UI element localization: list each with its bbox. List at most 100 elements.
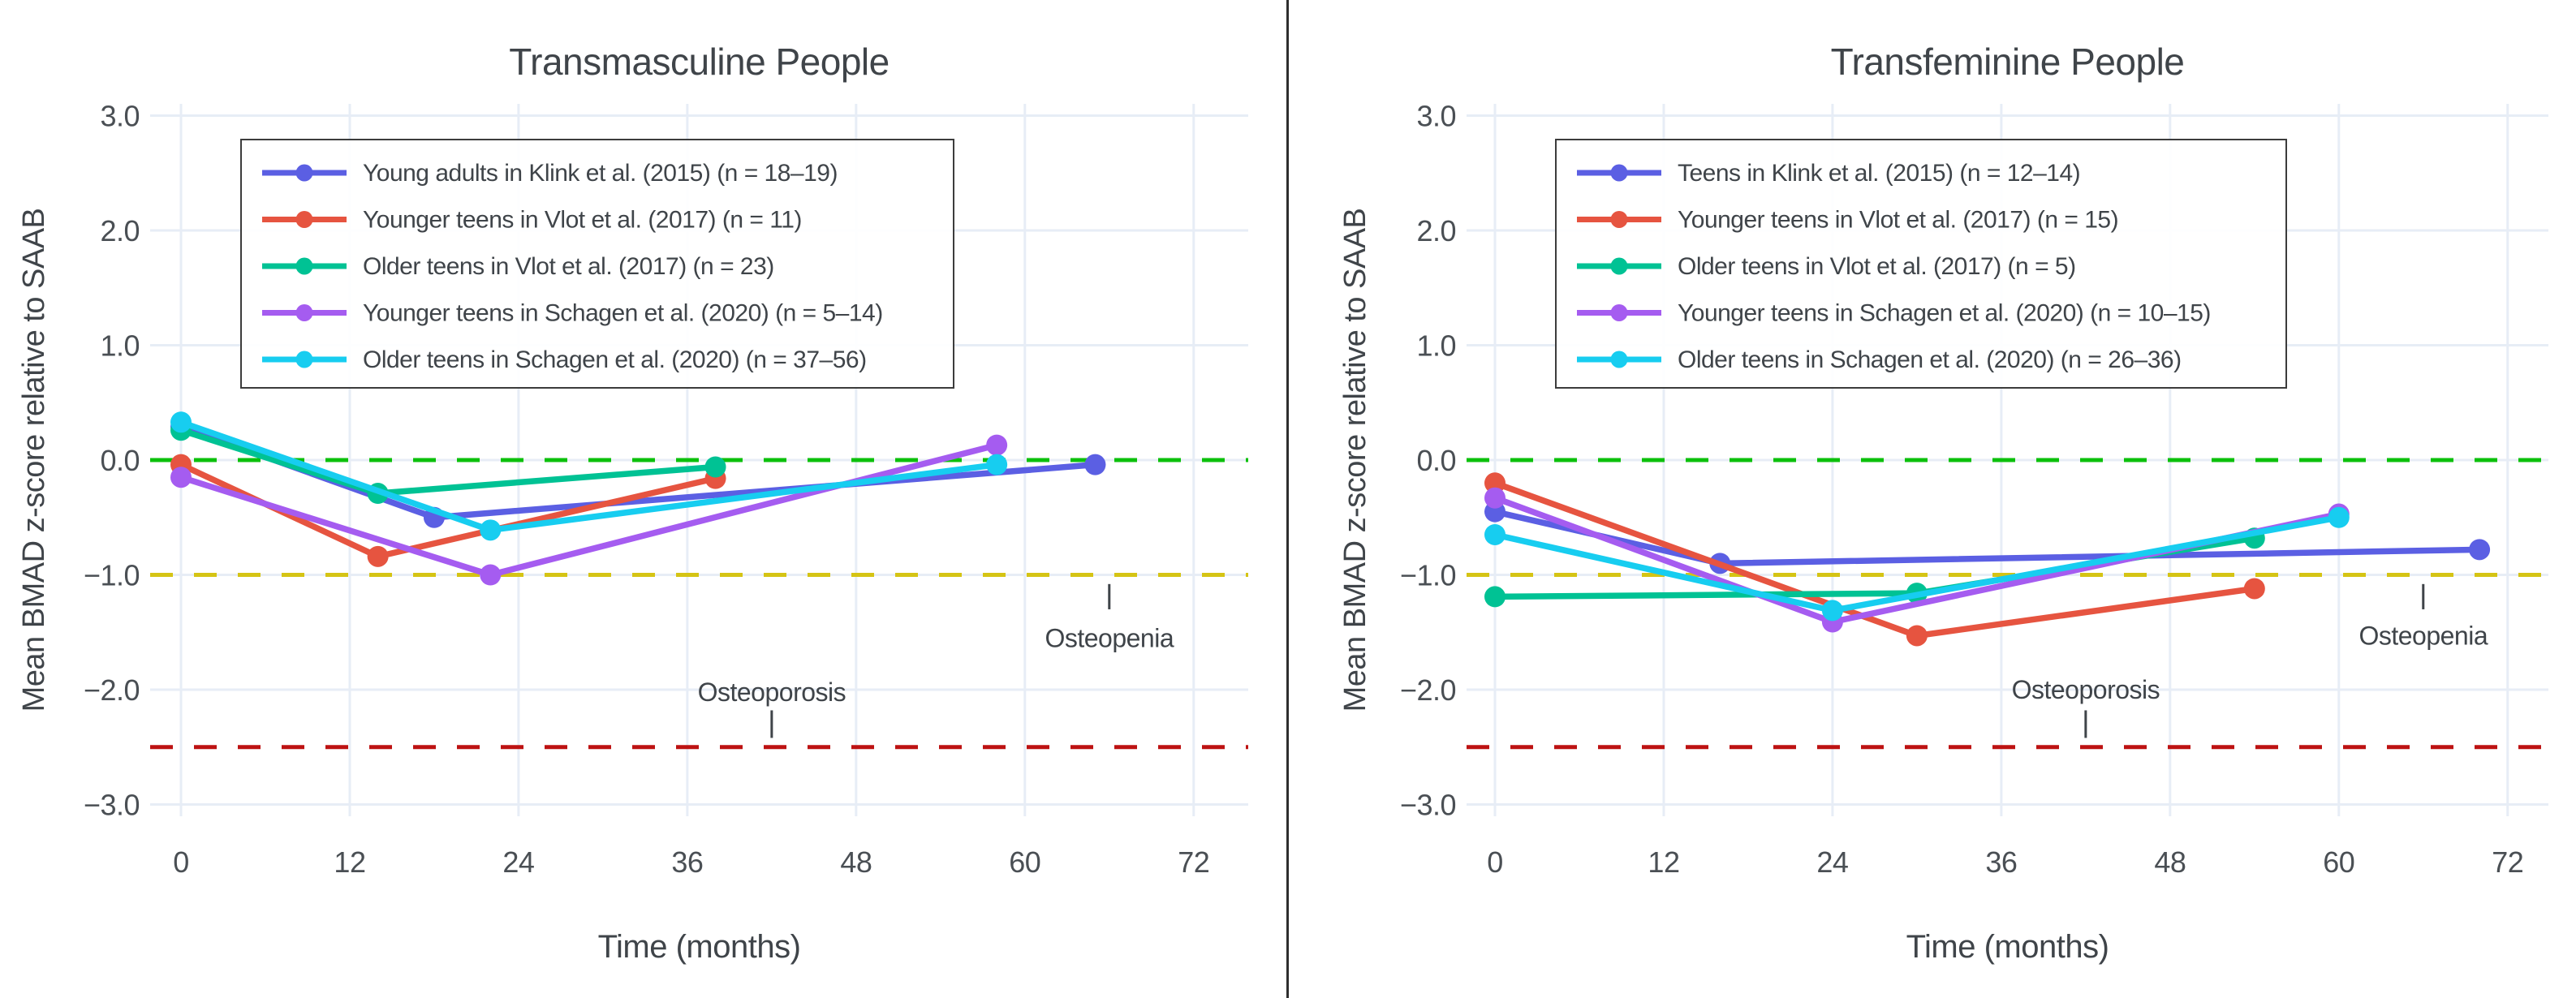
data-point-schagen-older — [1484, 523, 1506, 545]
legend-box — [240, 139, 954, 389]
legend-marker-klink — [1610, 164, 1628, 182]
legend-marker-schagen-younger — [295, 304, 313, 321]
data-point-schagen-younger — [986, 434, 1008, 456]
y-tick-label: −3.0 — [84, 789, 140, 822]
legend-item-schagen-younger[interactable]: Younger teens in Schagen et al. (2020) (… — [1577, 300, 2211, 327]
transmasculine-panel: Osteoporosis Osteopenia 0 12 24 36 48 60 72 3.0 2.… — [17, 41, 1248, 965]
legend-box — [1555, 139, 2287, 389]
legend-marker-vlot-older — [1610, 257, 1628, 275]
data-point-klink — [1084, 454, 1106, 475]
panel-title: Transmasculine People — [509, 41, 889, 83]
legend-label: Older teens in Schagen et al. (2020) (n … — [363, 346, 867, 373]
data-point-vlot-older — [1484, 586, 1506, 608]
legend-marker-schagen-younger — [1610, 304, 1628, 321]
legend-marker-schagen-older — [295, 351, 313, 368]
x-tick-label: 60 — [1009, 845, 1040, 879]
data-point-schagen-older — [1821, 600, 1843, 622]
x-axis-title: Time (months) — [598, 929, 801, 965]
data-point-vlot-younger — [1484, 472, 1506, 494]
y-tick-label: 0.0 — [1416, 444, 1456, 477]
legend-label: Younger teens in Schagen et al. (2020) (… — [363, 300, 883, 327]
panel-title: Transfeminine People — [1831, 41, 2185, 83]
legend-marker-klink — [295, 164, 313, 182]
legend: Teens in Klink et al. (2015) (n = 12–14)… — [1555, 139, 2287, 389]
y-tick-label: −3.0 — [1400, 789, 1456, 822]
y-tick-label: 1.0 — [1416, 329, 1456, 363]
legend-item-vlot-younger[interactable]: Younger teens in Vlot et al. (2017) (n =… — [1577, 207, 2119, 234]
legend-item-schagen-younger[interactable]: Younger teens in Schagen et al. (2020) (… — [262, 300, 883, 327]
legend-item-schagen-older[interactable]: Older teens in Schagen et al. (2020) (n … — [262, 346, 867, 373]
data-point-schagen-older — [986, 454, 1008, 475]
y-tick-label: 3.0 — [1416, 100, 1456, 133]
y-tick-label: 2.0 — [100, 214, 140, 247]
y-tick-label: −2.0 — [1400, 673, 1456, 707]
x-tick-label: 12 — [334, 845, 365, 879]
annotation-label-osteoporosis: Osteoporosis — [2012, 675, 2160, 704]
legend-marker-vlot-older — [295, 257, 313, 275]
y-tick-label: 0.0 — [100, 444, 140, 477]
legend-label: Young adults in Klink et al. (2015) (n =… — [363, 160, 838, 187]
y-tick-label: −1.0 — [1400, 559, 1456, 592]
series-line-vlot-older — [1492, 535, 2258, 600]
data-point-vlot-younger — [1906, 625, 1928, 647]
data-point-schagen-younger — [170, 467, 192, 488]
panel-divider — [1286, 0, 1289, 998]
x-tick-label: 36 — [1985, 845, 2017, 879]
data-point-vlot-younger — [2243, 578, 2265, 600]
series-schagen-older — [1484, 506, 2350, 622]
legend-label: Older teens in Schagen et al. (2020) (n … — [1678, 346, 2182, 373]
annotation-label-osteoporosis: Osteoporosis — [698, 678, 846, 707]
y-axis-title: Mean BMAD z-score relative to SAAB — [17, 209, 51, 712]
legend-item-vlot-older[interactable]: Older teens in Vlot et al. (2017) (n = 5… — [1577, 253, 2076, 280]
transfeminine-panel: Osteoporosis Osteopenia 0 12 24 36 48 60 72 3.0 2.… — [1288, 0, 2576, 998]
x-tick-label: 24 — [1816, 845, 1848, 879]
data-point-schagen-older — [2328, 506, 2350, 528]
x-tick-label: 48 — [2154, 845, 2186, 879]
annotation-label-osteopenia: Osteopenia — [1045, 623, 1174, 652]
y-tick-label: 3.0 — [100, 100, 140, 133]
legend-label: Younger teens in Schagen et al. (2020) (… — [1678, 300, 2211, 327]
data-point-vlot-older — [704, 456, 726, 478]
x-tick-label: 36 — [671, 845, 703, 879]
x-axis-title: Time (months) — [1906, 929, 2109, 965]
x-tick-label: 0 — [173, 845, 189, 879]
legend-item-vlot-older[interactable]: Older teens in Vlot et al. (2017) (n = 2… — [262, 253, 774, 280]
x-tick-label: 72 — [1178, 845, 1209, 879]
x-tick-label: 48 — [840, 845, 872, 879]
y-tick-label: 2.0 — [1416, 214, 1456, 247]
data-point-schagen-younger — [1484, 487, 1506, 509]
data-point-klink — [2469, 539, 2491, 561]
y-tick-label: −2.0 — [84, 673, 140, 707]
annotation-label-osteopenia: Osteopenia — [2358, 621, 2488, 650]
data-point-schagen-older — [170, 411, 192, 433]
x-tick-label: 0 — [1487, 845, 1503, 879]
y-tick-label: −1.0 — [84, 559, 140, 592]
legend-item-schagen-older[interactable]: Older teens in Schagen et al. (2020) (n … — [1577, 346, 2182, 373]
data-point-schagen-older — [480, 519, 502, 541]
legend-item-klink[interactable]: Teens in Klink et al. (2015) (n = 12–14) — [1577, 160, 2081, 187]
legend-item-vlot-younger[interactable]: Younger teens in Vlot et al. (2017) (n =… — [262, 207, 802, 234]
legend-label: Older teens in Vlot et al. (2017) (n = 2… — [363, 253, 774, 280]
legend-label: Teens in Klink et al. (2015) (n = 12–14) — [1678, 160, 2080, 187]
data-point-schagen-younger — [480, 564, 502, 586]
x-tick-label: 60 — [2323, 845, 2354, 879]
x-tick-label: 12 — [1648, 845, 1679, 879]
legend-item-klink[interactable]: Young adults in Klink et al. (2015) (n =… — [262, 160, 838, 187]
x-tick-label: 72 — [2492, 845, 2523, 879]
transfeminine-chart: Osteoporosis Osteopenia 0 12 24 36 48 60 72 3.0 2.… — [1338, 41, 2548, 965]
series-schagen-older — [170, 411, 1008, 541]
series-vlot-younger — [1484, 472, 2265, 647]
legend-label: Younger teens in Vlot et al. (2017) (n =… — [1678, 207, 2118, 234]
legend: Young adults in Klink et al. (2015) (n =… — [240, 139, 954, 389]
x-tick-label: 24 — [502, 845, 534, 879]
transmasculine-chart: Osteoporosis Osteopenia 0 12 24 36 48 60 72 3.0 2.… — [17, 41, 1248, 965]
legend-marker-vlot-younger — [295, 211, 313, 228]
legend-marker-schagen-older — [1610, 351, 1628, 368]
y-axis-title: Mean BMAD z-score relative to SAAB — [1338, 209, 1372, 712]
legend-marker-vlot-younger — [1610, 211, 1628, 228]
data-point-vlot-younger — [367, 545, 389, 567]
legend-label: Younger teens in Vlot et al. (2017) (n =… — [363, 207, 802, 234]
legend-label: Older teens in Vlot et al. (2017) (n = 5… — [1678, 253, 2076, 280]
y-tick-label: 1.0 — [100, 329, 140, 363]
